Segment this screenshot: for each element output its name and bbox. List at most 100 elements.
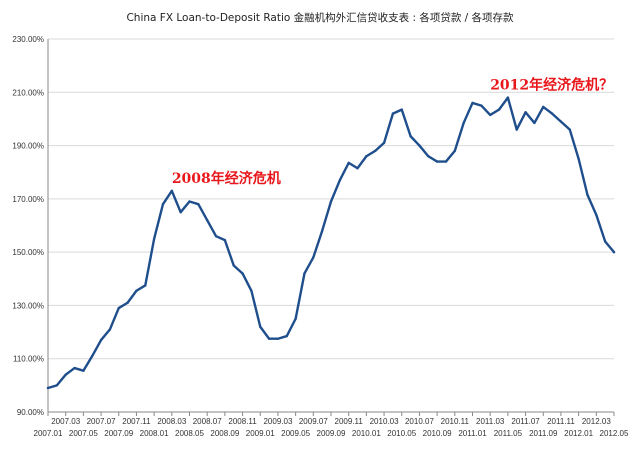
x-tick-label: 2008.11	[228, 417, 257, 426]
data-point	[409, 135, 412, 138]
data-point	[338, 179, 342, 182]
data-point	[188, 200, 191, 203]
data-point	[559, 120, 563, 123]
x-tick-label: 2007.03	[51, 417, 80, 426]
data-point	[108, 328, 112, 331]
data-point	[586, 193, 589, 197]
x-axis-tick-labels: 2007.03 2007.07 2007.11 2008.03 2008.07 2008.…	[34, 417, 629, 438]
data-point	[612, 250, 616, 254]
data-point	[55, 384, 59, 387]
x-tick-label: 2007.01	[34, 429, 63, 438]
y-tick-label: 150.00%	[12, 248, 44, 257]
data-point	[64, 373, 67, 376]
data-point	[542, 105, 545, 109]
x-tick-label: 2012.01	[564, 429, 593, 438]
data-point	[462, 121, 465, 125]
data-point	[46, 386, 50, 390]
data-point	[276, 337, 280, 340]
data-point	[285, 334, 288, 338]
y-tick-label: 110.00%	[13, 355, 44, 364]
y-tick-label: 230.00%	[12, 35, 44, 44]
y-tick-label: 90.00%	[17, 408, 44, 417]
x-tick-label: 2009.03	[263, 417, 292, 426]
data-point	[418, 144, 421, 147]
x-tick-label: 2011.09	[529, 429, 558, 438]
x-tick-label: 2008.01	[140, 429, 169, 438]
x-tick-label: 2011.05	[494, 429, 523, 438]
x-tick-label: 2009.05	[281, 429, 310, 438]
x-tick-label: 2011.07	[511, 417, 540, 426]
data-point	[356, 167, 359, 170]
data-point	[170, 189, 174, 193]
data-point	[99, 338, 103, 342]
x-tick-label: 2009.07	[299, 417, 328, 426]
grid	[48, 38, 614, 360]
data-point	[497, 108, 501, 111]
data-point	[303, 272, 306, 275]
data-point	[161, 202, 165, 206]
y-tick-label: 190.00%	[12, 142, 44, 151]
data-point	[135, 289, 138, 292]
data-point	[91, 354, 94, 358]
x-tick-label: 2007.09	[104, 429, 133, 438]
x-tick-label: 2012.05	[600, 429, 629, 438]
chart-annotation: 2012年经济危机？	[490, 77, 613, 94]
x-tick-label: 2010.09	[423, 429, 452, 438]
data-point	[533, 121, 536, 125]
data-point	[241, 272, 244, 275]
data-point	[232, 264, 235, 267]
data-point	[347, 161, 350, 165]
data-point	[214, 234, 218, 238]
data-point	[73, 366, 76, 370]
data-point	[144, 284, 147, 287]
data-point	[577, 157, 580, 161]
data-point	[152, 237, 156, 241]
x-tick-label: 2007.11	[122, 417, 151, 426]
annotations: 2008年经济危机 2012年经济危机？	[172, 77, 613, 187]
data-point	[320, 229, 324, 233]
x-tick-label: 2012.03	[582, 417, 611, 426]
x-tick-label: 2011.11	[547, 417, 575, 426]
x-tick-label: 2008.03	[157, 417, 186, 426]
x-tick-label: 2010.11	[441, 417, 470, 426]
data-point	[117, 306, 120, 310]
data-point	[205, 218, 209, 222]
data-point	[435, 160, 439, 163]
data-point	[444, 160, 448, 163]
data-point	[524, 111, 527, 114]
data-point	[223, 238, 227, 242]
chart-annotation: 2008年经济危机	[172, 170, 281, 187]
x-tick-label: 2010.05	[387, 429, 416, 438]
x-tick-label: 2010.03	[370, 417, 399, 426]
data-point	[453, 149, 457, 153]
x-tick-label: 2011.01	[458, 429, 487, 438]
y-tick-label: 130.00%	[12, 301, 44, 310]
series	[46, 96, 616, 390]
data-point	[382, 141, 386, 145]
data-point	[294, 317, 297, 320]
data-point	[312, 256, 315, 259]
data-point	[603, 240, 607, 243]
data-point	[391, 112, 395, 115]
data-point	[568, 128, 571, 131]
y-tick-label: 170.00%	[12, 195, 44, 204]
x-tick-label: 2009.11	[335, 417, 364, 426]
data-point	[259, 325, 262, 328]
data-point	[550, 112, 554, 115]
data-point	[506, 96, 510, 99]
x-tick-label: 2009.01	[246, 429, 275, 438]
data-point	[480, 104, 483, 107]
x-tick-label: 2009.09	[317, 429, 346, 438]
data-point	[197, 202, 200, 206]
data-point	[471, 101, 474, 105]
data-point	[267, 337, 271, 340]
x-tick-label: 2007.07	[87, 417, 116, 426]
x-tick-label: 2008.09	[210, 429, 239, 438]
data-point	[595, 213, 598, 217]
axes	[47, 39, 615, 416]
data-point	[329, 200, 333, 203]
x-tick-label: 2007.05	[69, 429, 98, 438]
data-point	[400, 108, 403, 111]
data-point	[250, 289, 253, 292]
